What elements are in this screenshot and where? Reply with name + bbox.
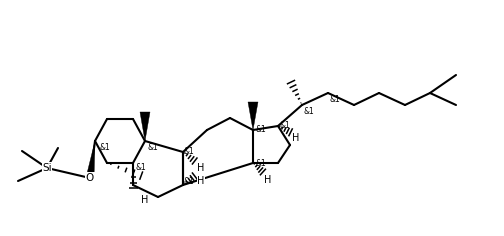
Text: &1: &1 — [184, 177, 195, 185]
Text: Si: Si — [42, 163, 52, 173]
Text: &1: &1 — [136, 164, 147, 173]
Text: H: H — [141, 195, 149, 205]
Text: H: H — [264, 175, 272, 185]
Text: H: H — [292, 133, 300, 143]
Polygon shape — [248, 102, 258, 130]
Text: &1: &1 — [148, 143, 159, 152]
Text: &1: &1 — [184, 148, 195, 156]
Text: &1: &1 — [330, 96, 341, 105]
Text: &1: &1 — [100, 143, 111, 152]
Text: O: O — [86, 173, 94, 183]
Text: &1: &1 — [255, 159, 266, 168]
Text: &1: &1 — [280, 122, 291, 131]
Text: H: H — [197, 163, 205, 173]
Polygon shape — [86, 141, 95, 179]
Polygon shape — [140, 112, 150, 141]
Text: &1: &1 — [255, 126, 266, 135]
Text: &1: &1 — [304, 108, 315, 117]
Text: H: H — [197, 176, 205, 186]
